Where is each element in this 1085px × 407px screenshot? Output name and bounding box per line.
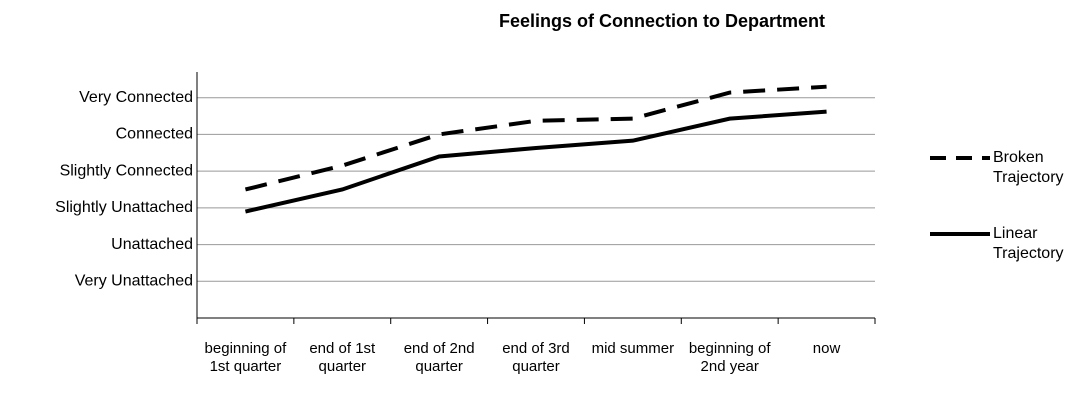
x-tick-label: end of 3rd quarter — [502, 340, 570, 375]
line-series — [244, 84, 827, 192]
x-tick-label: mid summer — [591, 340, 675, 357]
legend-label: Linear Trajectory — [993, 225, 1064, 262]
x-tick-label: beginning of 1st quarter — [204, 340, 287, 375]
y-tick-label: Slightly Connected — [60, 162, 193, 179]
x-tick-label: beginning of 2nd year — [688, 340, 771, 375]
x-tick-label: end of 1st quarter — [309, 340, 376, 375]
y-tick-label: Connected — [116, 126, 193, 143]
line-series — [244, 109, 827, 214]
x-tick-label: end of 2nd quarter — [403, 340, 475, 375]
chart-title: Feelings of Connection to Department — [499, 11, 825, 31]
y-tick-label: Very Connected — [79, 89, 193, 106]
y-tick-label: Very Unattached — [75, 273, 193, 290]
x-tick-label: now — [812, 340, 841, 357]
y-tick-label: Unattached — [111, 236, 193, 253]
y-tick-label: Slightly Unattached — [55, 199, 193, 216]
legend-label: Broken Trajectory — [993, 149, 1064, 186]
